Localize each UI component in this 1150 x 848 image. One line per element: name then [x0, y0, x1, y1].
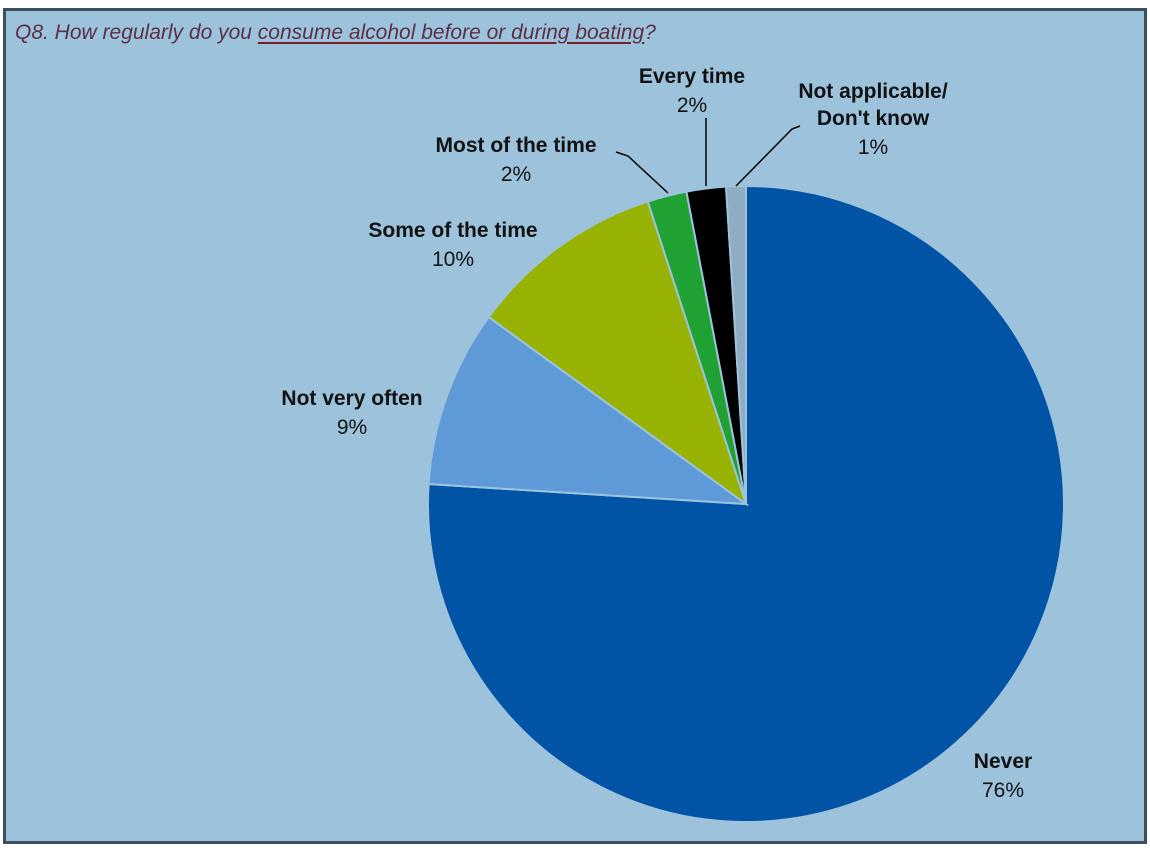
data-label-value-not-applicable-don-t-know: 1% [858, 136, 888, 159]
data-label-name-every-time: Every time [639, 65, 745, 88]
data-label-value-most-of-the-time: 2% [501, 163, 531, 186]
pie-slices [427, 184, 1065, 823]
pie-slice-not-very-often [427, 315, 750, 506]
chart-title: Q8. How regularly do you consume alcohol… [15, 21, 656, 45]
data-label-value-never: 76% [982, 779, 1024, 802]
data-label-name-most-of-the-time: Most of the time [436, 134, 597, 157]
data-label-name-not-applicable-don-t-know-1: Not applicable/ [798, 80, 948, 103]
data-label-name-never: Never [974, 750, 1032, 773]
leader-lines [615, 118, 801, 194]
leader-line-not-applicable-don-t-know [735, 125, 801, 187]
title-suffix: ? [644, 21, 656, 44]
pie-slice-not-applicable-don-t-know [724, 184, 747, 505]
data-label-name-not-applicable-don-t-know-2: Don't know [817, 107, 930, 130]
title-emphasis: consume alcohol before or during boating [257, 21, 645, 44]
leader-line-most-of-the-time [615, 151, 669, 194]
data-label-name-some-of-the-time: Some of the time [368, 219, 537, 242]
data-label-value-not-very-often: 9% [337, 416, 367, 439]
pie-slice-some-of-the-time [487, 200, 748, 507]
title-prefix: Q8. How regularly do you [15, 21, 258, 44]
data-labels: Never 76% Not very often 9% Some of the time… [281, 65, 1032, 802]
data-label-name-not-very-often: Not very often [281, 387, 422, 410]
data-label-value-every-time: 2% [677, 94, 707, 117]
data-label-value-some-of-the-time: 10% [432, 248, 474, 271]
